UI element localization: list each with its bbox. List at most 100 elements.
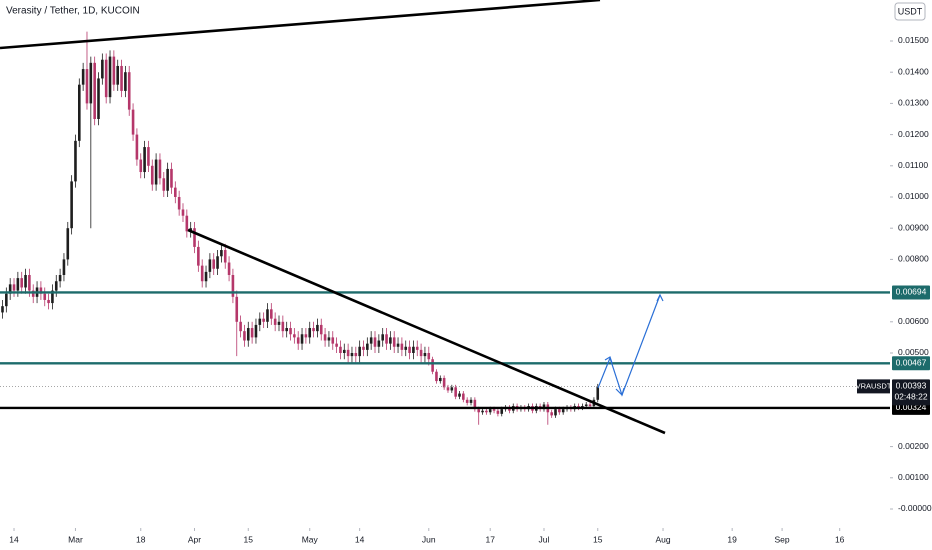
candle-body: [446, 387, 450, 391]
candle-body: [147, 147, 150, 166]
candle-body: [101, 59, 104, 79]
candle-body: [193, 228, 196, 247]
candle-body: [135, 134, 139, 160]
candle-body: [74, 140, 77, 182]
candle-body: [131, 109, 135, 135]
level-label-box: [892, 356, 930, 371]
candle-body: [335, 343, 338, 347]
candle-body: [389, 337, 392, 344]
candle-body: [277, 321, 281, 325]
candle-body: [220, 250, 223, 257]
candle-body: [293, 334, 296, 338]
projection-arrowheads: [604, 293, 664, 397]
x-tick-label: Sep: [775, 534, 790, 544]
candle-body: [316, 324, 319, 332]
candle-body: [296, 337, 300, 344]
candle-body: [381, 334, 384, 341]
candle-body: [223, 250, 227, 263]
candle-body: [70, 181, 73, 229]
candle-body: [354, 352, 358, 357]
x-tick-label: Apr: [188, 534, 201, 544]
candle-body: [58, 274, 62, 282]
candle-body: [373, 337, 377, 347]
candle-body: [208, 259, 212, 272]
candle-body: [415, 346, 419, 350]
candle-body: [31, 290, 35, 297]
y-tick-label: 0.00800: [898, 254, 929, 264]
candle-body: [177, 196, 181, 210]
candle-body: [584, 404, 588, 407]
x-tick-label: 19: [727, 534, 737, 544]
candle-body: [442, 377, 446, 388]
candle-body: [508, 407, 511, 411]
countdown-label: 02:48:22: [894, 392, 927, 402]
candle-body: [43, 293, 47, 300]
currency-label[interactable]: USDT: [898, 6, 923, 16]
candle-body: [281, 321, 285, 332]
symbol-label: VRAUSDT: [856, 381, 892, 390]
candle-body: [93, 62, 96, 119]
candle-body: [350, 352, 354, 357]
x-tick-label: 16: [835, 534, 845, 544]
candle-body: [116, 65, 120, 85]
candle-body: [323, 334, 327, 341]
time-axis: [0, 528, 932, 550]
level-label: 0.00467: [896, 358, 927, 368]
candle-body: [492, 409, 496, 411]
candle-body: [212, 259, 216, 269]
candle-body: [266, 309, 269, 322]
candle-body: [16, 278, 20, 291]
candle-body: [154, 159, 158, 185]
candle-body: [500, 409, 504, 414]
candle-body: [358, 346, 361, 357]
candle-body: [170, 168, 173, 188]
candle-body: [450, 387, 454, 391]
candle-body: [81, 69, 85, 85]
chart-title: Verasity / Tether, 1D, KUCOIN: [6, 6, 140, 17]
candle-body: [558, 409, 561, 413]
candle-body: [258, 318, 262, 325]
y-tick-label: 0.01300: [898, 98, 929, 108]
candle-body: [473, 399, 477, 410]
candle-body: [462, 393, 465, 400]
candle-body: [396, 343, 400, 347]
trend-line-upper: [0, 0, 601, 50]
x-tick-label: Jul: [539, 534, 550, 544]
level-label: 0.00324: [896, 402, 927, 412]
candle-body: [104, 59, 108, 98]
candle-body: [204, 271, 208, 282]
candle-body: [331, 337, 335, 344]
x-tick-label: 14: [9, 534, 19, 544]
candle-body: [200, 265, 204, 282]
candle-body: [339, 346, 342, 353]
candle-body: [285, 328, 288, 332]
x-tick-label: 14: [355, 534, 365, 544]
level-label-box: [892, 285, 930, 300]
candle-body: [366, 343, 369, 350]
candle-body: [369, 337, 373, 344]
candle-body: [89, 62, 93, 104]
candle-body: [162, 178, 166, 191]
y-tick-label: 0.01100: [898, 160, 928, 170]
candle-body: [308, 328, 312, 338]
candle-body: [419, 349, 423, 357]
y-tick-label: -0.00000: [898, 503, 932, 513]
candle-body: [412, 346, 415, 353]
candle-body: [78, 84, 81, 141]
candle-body: [400, 343, 404, 350]
candle-body: [377, 340, 381, 347]
candle-body: [66, 228, 70, 260]
candle-body: [12, 284, 16, 291]
candle-body: [174, 187, 177, 197]
currency-box[interactable]: [894, 2, 926, 21]
candle-body: [227, 262, 231, 275]
candle-body: [289, 328, 292, 335]
candle-body: [24, 274, 27, 288]
candle-body: [150, 165, 154, 185]
candle-body: [304, 334, 308, 338]
x-tick-label: Jun: [422, 534, 436, 544]
last-price-label: 0.00393: [896, 381, 927, 391]
last-price-box: [892, 379, 930, 406]
candle-body: [8, 284, 12, 294]
